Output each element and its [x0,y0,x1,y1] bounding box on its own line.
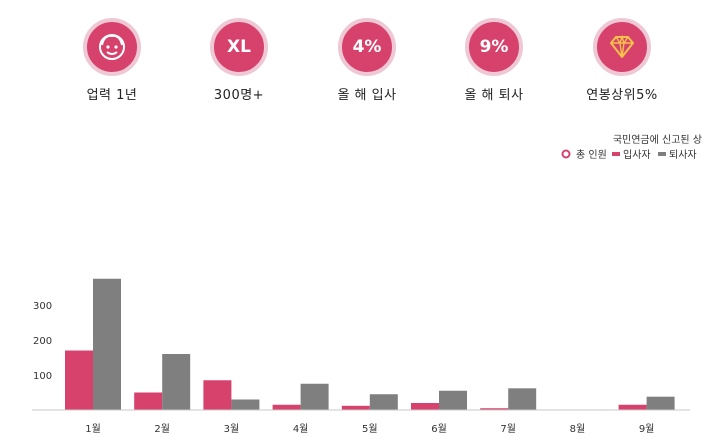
legend-label-total: 총 인원 [576,149,607,161]
bar-joined [480,408,509,410]
bar-left [93,278,121,410]
stat-label: 올 해 입사 [337,88,397,103]
x-tick-label: 3월 [224,423,240,435]
stat-label: 올 해 퇴사 [464,88,524,103]
bar-left [300,383,329,410]
stat-label: 업력 1년 [86,88,138,103]
y-tick-label: 100 [33,371,52,382]
bar-left [439,390,467,410]
legend-title: 국민연금에 신고된 상 [613,134,702,146]
percent-badge-icon: 9% [465,18,523,76]
legend-swatch-left [658,152,666,156]
bar-joined [618,404,647,410]
bar-joined [65,350,93,410]
legend-label-joined: 입사자 [623,148,651,161]
x-tick-label: 2월 [154,423,170,435]
x-tick-label: 7월 [500,423,516,435]
x-tick-label: 4월 [293,423,309,435]
bar-joined [134,392,163,410]
stat-left: 9% 올 해 퇴사 [439,18,549,103]
bar-joined [341,405,370,410]
diamond-icon [593,18,651,76]
x-tick-label: 8월 [570,423,586,435]
x-tick-label: 1월 [85,423,101,435]
stat-headcount: XL 300명+ [184,18,294,103]
x-tick-label: 9월 [639,423,655,435]
y-tick-label: 200 [33,336,52,347]
x-tick-label: 6월 [431,423,447,435]
xl-badge-icon: XL [210,18,268,76]
bar-joined [203,380,232,410]
x-tick-label: 5월 [362,423,378,435]
bar-left [646,396,675,410]
stat-salary: 연봉상위5% [567,18,677,103]
bar-left [508,388,537,410]
percent-badge-icon: 4% [338,18,396,76]
stat-experience: 업력 1년 [57,18,167,103]
bar-joined [272,404,301,410]
legend-label-left: 퇴사자 [669,149,697,161]
legend-swatch-total [561,149,571,159]
face-icon [83,18,141,76]
bar-joined [411,403,439,410]
legend: 총 인원 입사자 퇴사자 [561,148,697,161]
legend-swatch-joined [612,152,620,156]
bar-left [231,399,260,410]
y-tick-label: 300 [33,301,52,312]
bar-left [162,354,191,410]
stat-label: 연봉상위5% [586,88,658,103]
bar-left [369,394,398,410]
stat-joined: 4% 올 해 입사 [312,18,422,103]
stats-row: 업력 1년 XL 300명+ 4% 올 해 입사 9% 올 해 퇴사 연봉상위5… [0,0,720,110]
stat-label: 300명+ [213,88,265,103]
